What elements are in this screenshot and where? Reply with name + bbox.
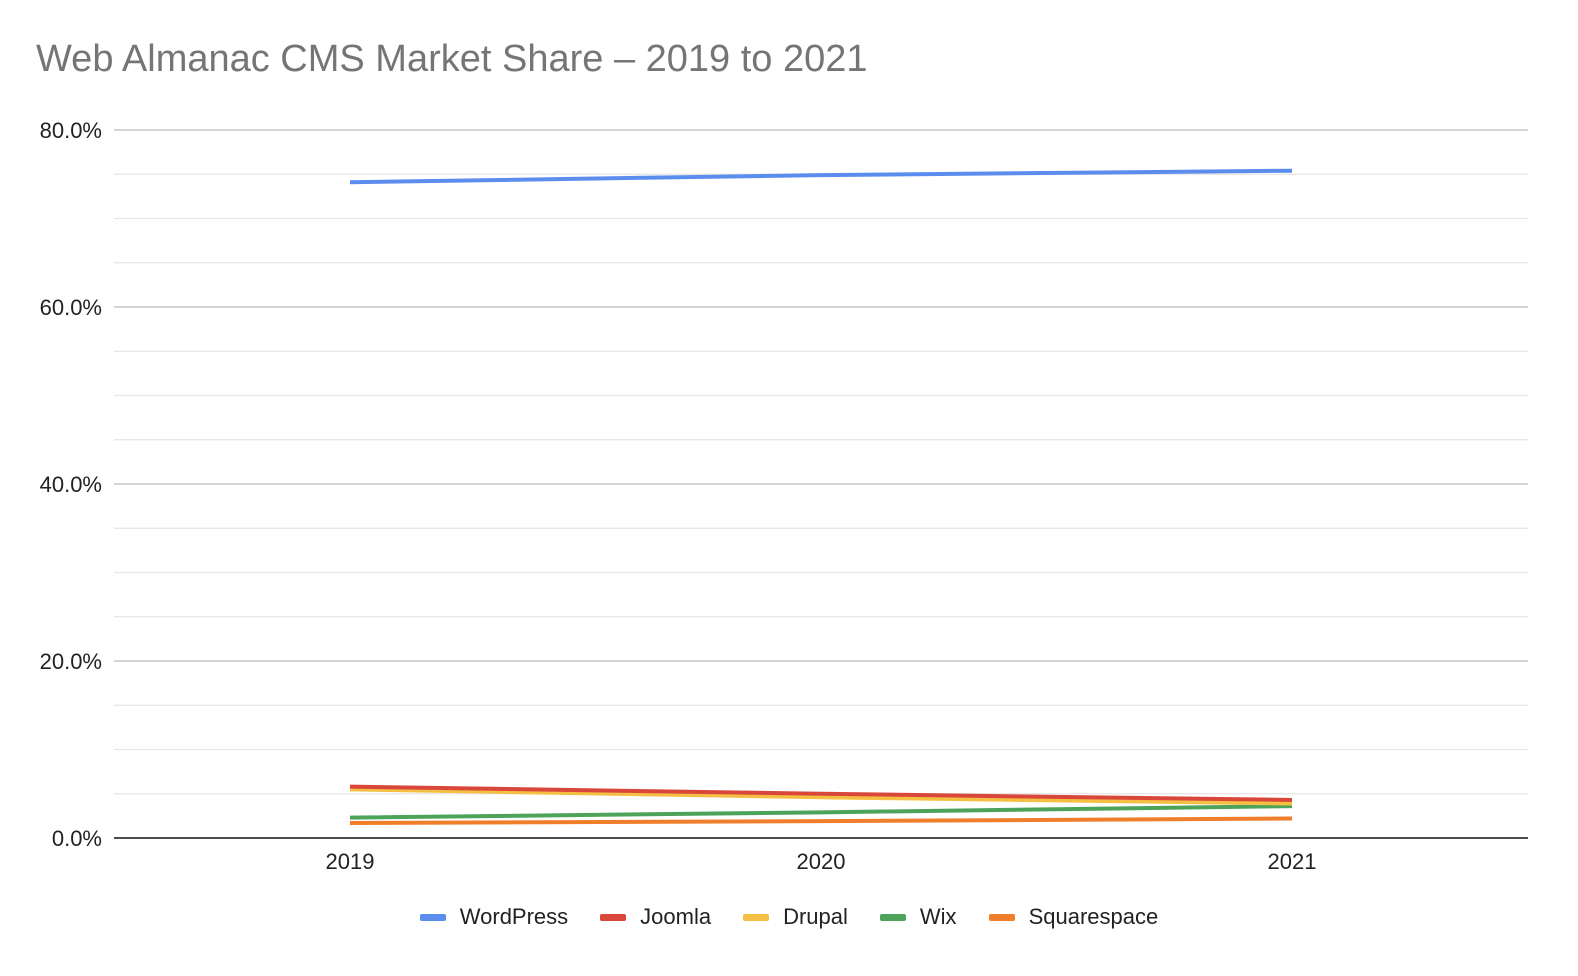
series-line-drupal [349,787,1293,806]
legend-swatch [879,913,906,921]
legend: WordPress Joomla Drupal Wix Squarespace [0,904,1578,930]
legend-swatch [743,913,770,921]
legend-item-wordpress: WordPress [419,904,569,930]
legend-item-drupal: Drupal [743,904,848,930]
legend-label: Drupal [783,904,848,929]
y-tick-label: 60.0% [40,295,102,320]
x-tick-label: 2021 [1268,849,1317,874]
legend-label: Joomla [640,904,712,929]
series-line-squarespace [349,816,1293,825]
series-line-wordpress [349,168,1293,185]
legend-label: Wix [919,904,957,929]
legend-swatch [419,913,446,921]
x-tick-label: 2019 [326,849,375,874]
legend-item-squarespace: Squarespace [988,904,1159,930]
legend-item-wix: Wix [879,904,957,930]
legend-swatch [988,913,1015,921]
legend-item-joomla: Joomla [600,904,711,930]
gridlines [114,129,1528,795]
chart-title: Web Almanac CMS Market Share – 2019 to 2… [36,38,868,80]
series-line-wix [349,804,1293,820]
series-line-joomla [349,784,1293,802]
x-tick-label: 2020 [797,849,846,874]
legend-swatch [600,913,627,921]
legend-label: WordPress [459,904,569,929]
y-tick-label: 20.0% [40,649,102,674]
x-axis-ticks: 2019 2020 2021 [326,849,1317,874]
y-axis-ticks: 0.0% 20.0% 40.0% 60.0% 80.0% [40,118,102,851]
y-tick-label: 80.0% [40,118,102,143]
series-lines [349,168,1293,825]
legend-label: Squarespace [1028,904,1159,929]
y-tick-label: 0.0% [52,826,102,851]
y-tick-label: 40.0% [40,472,102,497]
